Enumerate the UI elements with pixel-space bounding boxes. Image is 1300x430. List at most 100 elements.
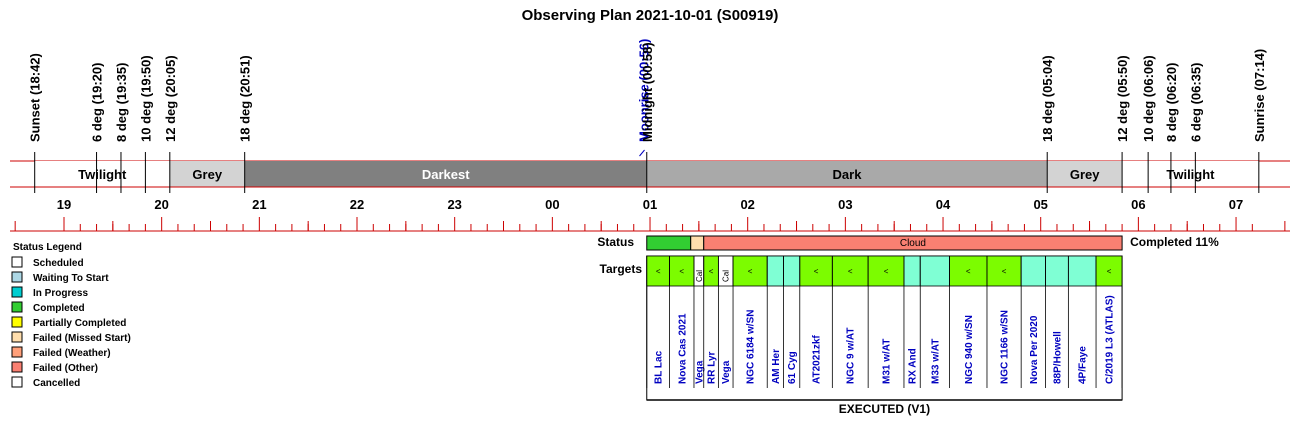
target-name: 4P/Faye [1078, 346, 1089, 384]
target-name-group: NGC 940 w/SN [964, 315, 975, 384]
legend-swatch [11, 286, 23, 298]
hour-label: 19 [57, 197, 71, 212]
band-label: Grey [192, 167, 222, 182]
target-name-group: NGC 9 w/AT [846, 328, 857, 384]
event-label-group: 18 deg (20:51) [238, 55, 253, 142]
band-grey-4 [1047, 161, 1123, 187]
event-label-group: 12 deg (20:05) [163, 55, 178, 142]
target-name-group: Vega [721, 360, 732, 384]
hour-label: 06 [1131, 197, 1145, 212]
target-mark: < [679, 267, 684, 276]
legend-item-label: Failed (Missed Start) [33, 333, 131, 344]
event-label: 10 deg (06:06) [1141, 55, 1156, 142]
target-mark: < [966, 267, 971, 276]
target-block [1045, 255, 1069, 287]
target-name: RX And [908, 348, 919, 384]
target-mark: < [848, 267, 853, 276]
target-block [1020, 255, 1046, 287]
event-label: Midnight (00:58) [640, 42, 655, 142]
executed-plan: Status Cloud Completed 11% Targets < BL Lac < N… [597, 235, 1219, 416]
target-name-group: Vega [694, 360, 705, 384]
timeline: Twilight Grey Darkest Dark Grey Twilight 19 20 2… [10, 152, 1290, 232]
target-name: C/2019 L3 (ATLAS) [1105, 295, 1116, 384]
legend-swatch [11, 271, 23, 283]
legend-item-label: Partially Completed [33, 318, 126, 329]
target-mark: < [1002, 267, 1007, 276]
target-name-group: BL Lac [654, 350, 665, 384]
band-label: Twilight [78, 167, 127, 182]
target-name: NGC 1166 w/SN [1000, 310, 1011, 384]
legend-swatch [11, 346, 23, 358]
target-mark: < [709, 267, 714, 276]
target-name: RR Lyr [707, 351, 718, 384]
event-label-group: 12 deg (05:50) [1115, 55, 1130, 142]
calibration-mark: Cal [695, 270, 704, 282]
targets-row-label: Targets [600, 262, 643, 276]
status-row-label: Status [597, 235, 634, 249]
legend-swatch [11, 361, 23, 373]
target-name: 88P/Howell [1052, 331, 1063, 384]
legend-item-label: Failed (Other) [33, 363, 98, 374]
target-name-group: Nova Per 2020 [1029, 315, 1040, 384]
target-name-group: AM Her [771, 349, 782, 384]
status-legend: Status Legend Scheduled Waiting To Start In… [11, 242, 131, 389]
event-label-group: Sunset (18:42) [28, 53, 43, 142]
hour-label: 00 [545, 197, 559, 212]
executed-label: EXECUTED (V1) [839, 402, 930, 416]
target-block [903, 255, 921, 287]
hour-label: 03 [838, 197, 852, 212]
event-label-group: 6 deg (06:35) [1188, 63, 1203, 142]
hour-label: 05 [1033, 197, 1047, 212]
legend-swatch [11, 376, 23, 388]
target-name: M33 w/AT [930, 339, 941, 384]
target-name: NGC 6184 w/SN [746, 310, 757, 384]
band-label: Grey [1070, 167, 1100, 182]
target-name-group: RX And [908, 348, 919, 384]
target-name: AT2021zkf [812, 335, 823, 384]
target-block [831, 255, 869, 287]
target-name-group: NGC 6184 w/SN [746, 310, 757, 384]
target-name-group: M31 w/AT [882, 339, 893, 384]
band-twilight-0 [34, 161, 170, 187]
event-label-group: 8 deg (19:35) [114, 63, 129, 142]
target-name-group: 4P/Faye [1078, 346, 1089, 384]
event-label-group: 8 deg (06:20) [1164, 63, 1179, 142]
legend-swatch [11, 301, 23, 313]
target-block [919, 255, 950, 287]
status-segment [646, 235, 692, 251]
band-label: Darkest [422, 167, 470, 182]
event-label: 12 deg (20:05) [163, 55, 178, 142]
status-segment [690, 235, 705, 251]
hour-label: 22 [350, 197, 364, 212]
legend-item-label: Scheduled [33, 258, 84, 269]
target-name-group: AT2021zkf [812, 335, 823, 384]
target-name-group: 88P/Howell [1052, 331, 1063, 384]
event-label: 10 deg (19:50) [138, 55, 153, 142]
legend-item-label: Cancelled [33, 378, 80, 389]
target-name: NGC 940 w/SN [964, 315, 975, 384]
event-label: 6 deg (06:35) [1188, 63, 1203, 142]
event-label: 18 deg (05:04) [1040, 55, 1055, 142]
status-segment-text: Cloud [900, 238, 926, 249]
target-block [799, 255, 833, 287]
legend-swatch [11, 331, 23, 343]
target-name: Nova Cas 2021 [677, 313, 688, 384]
event-label: 12 deg (05:50) [1115, 55, 1130, 142]
hour-label: 02 [740, 197, 754, 212]
legend-item-label: In Progress [33, 288, 88, 299]
event-label: Sunset (18:42) [28, 53, 43, 142]
target-name-group: 61 Cyg [787, 351, 798, 384]
event-label-group: 18 deg (05:04) [1040, 55, 1055, 142]
target-mark: < [748, 267, 753, 276]
hour-label: 07 [1229, 197, 1243, 212]
cal-mark-group: Cal [695, 270, 704, 282]
status-segment [703, 235, 1123, 251]
event-label: 8 deg (06:20) [1164, 63, 1179, 142]
target-name: Nova Per 2020 [1029, 315, 1040, 384]
target-mark: < [656, 267, 661, 276]
event-label-group: 6 deg (19:20) [90, 63, 105, 142]
event-label: 18 deg (20:51) [238, 55, 253, 142]
target-name-group: RR Lyr [707, 351, 718, 384]
event-label-group: Moonrise (00:56) [637, 39, 652, 142]
